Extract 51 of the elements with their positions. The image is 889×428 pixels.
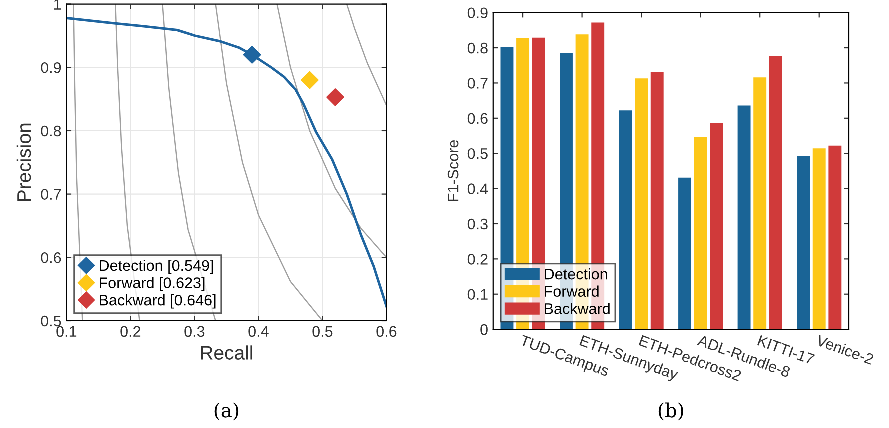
legend-label: Forward [0.623] [100,277,205,292]
legend-label: Backward [545,303,610,314]
line-series [276,4,387,258]
y-tick-label: 0.5 [468,148,488,160]
point [300,71,319,90]
y-tick-label: 0.5 [41,316,62,327]
y-tick-label: 0.3 [468,218,488,230]
bar [710,122,724,330]
bar [678,178,692,330]
point [243,46,262,64]
legend-label: Detection [545,268,608,280]
y-tick-label: 0.1 [468,289,488,300]
x-tick-label: 0.6 [376,326,397,338]
bar [738,106,751,330]
x-tick-label: 0.3 [184,326,205,338]
bar [812,148,826,330]
y-tick-label: 0.2 [468,254,488,265]
bar [797,156,810,330]
y-tick-label: 0.8 [468,42,488,54]
legend-label: Forward [545,286,599,298]
x-tick-label: 0.2 [120,326,141,338]
x-tick-label: 0.4 [248,326,269,338]
line-series [215,4,324,321]
y-tick-label: 0.8 [41,126,62,137]
y-tick-label: 0.7 [41,189,62,200]
y-axis-title: F1-Score [448,140,459,202]
y-axis-title: Precision [16,124,32,202]
text: (b) [658,402,684,421]
line-series [346,4,387,106]
y-tick-label: 0.9 [41,62,62,74]
bar [754,78,767,330]
x-tick-label: 0.1 [56,326,77,338]
x-axis-title: Recall [201,346,252,360]
line-series [66,16,387,308]
point [326,88,344,106]
bar [769,56,782,330]
x-tick-label: 0.5 [312,326,333,338]
bar [828,146,842,330]
y-tick-label: 0 [480,324,488,336]
legend-label: Detection [0.549] [100,260,214,274]
bar [619,110,632,330]
y-tick-label: 0.6 [41,252,62,264]
bar [694,137,708,330]
legend-label: Backward [0.646] [100,294,216,309]
bar [635,78,648,330]
y-tick-label: 0.6 [468,113,488,124]
y-tick-label: 0.4 [468,184,488,194]
text: (a) [214,402,239,421]
y-tick-label: 0.7 [468,78,488,89]
y-tick-label: 0.9 [468,8,488,19]
bar [650,72,664,330]
